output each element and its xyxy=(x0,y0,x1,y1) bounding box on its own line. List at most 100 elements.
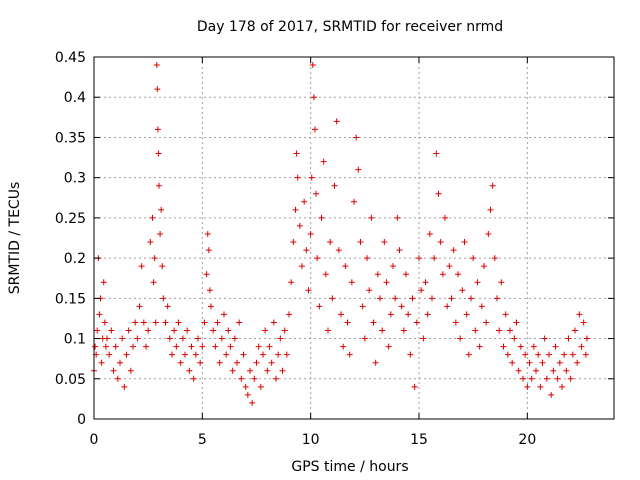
y-tick-label: 0.35 xyxy=(55,130,86,146)
data-point xyxy=(320,158,327,165)
axis-ticks xyxy=(93,56,614,420)
data-point xyxy=(507,327,513,334)
data-point xyxy=(138,263,145,270)
data-point xyxy=(502,311,509,318)
x-tick-label: 15 xyxy=(410,432,428,448)
data-point xyxy=(392,295,399,302)
data-point xyxy=(160,295,167,302)
data-point xyxy=(156,182,162,189)
data-point xyxy=(344,319,351,326)
data-point xyxy=(561,351,568,358)
y-tick-label: 0.4 xyxy=(64,90,86,106)
data-point xyxy=(275,351,282,358)
data-point xyxy=(342,263,349,270)
data-point xyxy=(474,279,481,286)
data-point xyxy=(500,343,507,350)
data-point xyxy=(154,126,161,133)
data-point xyxy=(387,311,394,318)
data-point xyxy=(583,335,590,342)
data-point xyxy=(149,214,156,221)
data-point xyxy=(517,343,524,350)
data-point xyxy=(173,343,180,350)
data-point xyxy=(368,214,375,221)
data-point xyxy=(110,367,117,374)
data-point xyxy=(214,319,221,326)
data-point xyxy=(416,255,422,262)
x-tick-labels: 0 5 10 15 20 xyxy=(90,432,537,448)
data-point xyxy=(533,367,539,374)
data-point xyxy=(403,271,409,278)
data-point xyxy=(101,319,108,326)
data-point xyxy=(166,335,173,342)
data-point xyxy=(455,271,461,278)
data-point xyxy=(530,343,537,350)
data-point xyxy=(465,351,472,358)
data-point xyxy=(418,287,425,294)
data-point xyxy=(405,311,412,318)
data-point xyxy=(162,319,169,326)
data-point xyxy=(353,134,360,141)
data-point xyxy=(509,359,516,366)
data-point xyxy=(175,319,182,326)
data-point xyxy=(567,375,574,382)
data-point xyxy=(182,351,188,358)
data-point xyxy=(227,343,234,350)
y-tick-label: 0 xyxy=(77,412,86,428)
data-point xyxy=(439,271,446,278)
data-point xyxy=(134,335,141,342)
data-point xyxy=(459,287,466,294)
data-point xyxy=(140,319,147,326)
x-tick-label: 5 xyxy=(198,432,207,448)
data-point xyxy=(262,327,269,334)
data-point xyxy=(572,327,578,334)
data-point xyxy=(205,247,212,254)
data-point xyxy=(229,367,236,374)
data-point xyxy=(481,263,487,270)
data-point xyxy=(310,94,317,101)
data-point xyxy=(329,295,336,302)
data-point xyxy=(448,295,455,302)
data-point xyxy=(240,351,247,358)
data-point xyxy=(374,271,381,278)
data-point xyxy=(569,351,576,358)
data-point xyxy=(444,303,451,310)
x-tick-label: 20 xyxy=(518,432,536,448)
y-tick-label: 0.1 xyxy=(64,332,86,348)
data-point xyxy=(348,279,355,286)
data-point xyxy=(92,343,99,350)
data-point xyxy=(543,375,550,382)
data-point xyxy=(114,375,121,382)
data-point xyxy=(98,359,105,366)
data-point xyxy=(520,375,526,382)
data-point xyxy=(188,343,195,350)
data-point xyxy=(100,279,107,286)
data-point xyxy=(563,367,570,374)
data-point xyxy=(364,255,370,262)
data-point xyxy=(398,303,405,310)
data-point xyxy=(223,351,230,358)
data-point xyxy=(179,335,186,342)
data-point xyxy=(400,327,407,334)
data-point xyxy=(541,335,548,342)
data-point xyxy=(293,150,300,157)
data-point xyxy=(489,182,496,189)
data-point xyxy=(485,230,492,237)
data-point xyxy=(225,327,232,334)
data-point xyxy=(108,327,115,334)
data-point xyxy=(286,311,292,318)
data-point xyxy=(452,319,459,326)
data-point xyxy=(550,367,557,374)
data-point xyxy=(186,367,193,374)
data-point xyxy=(104,335,110,342)
data-point xyxy=(394,214,401,221)
data-point xyxy=(308,174,315,181)
data-point xyxy=(381,239,388,246)
data-point xyxy=(121,383,128,390)
data-point xyxy=(327,239,334,246)
data-point xyxy=(576,311,583,318)
data-point xyxy=(535,351,542,358)
data-point xyxy=(359,303,366,310)
data-point xyxy=(152,319,159,326)
data-point xyxy=(409,295,416,302)
